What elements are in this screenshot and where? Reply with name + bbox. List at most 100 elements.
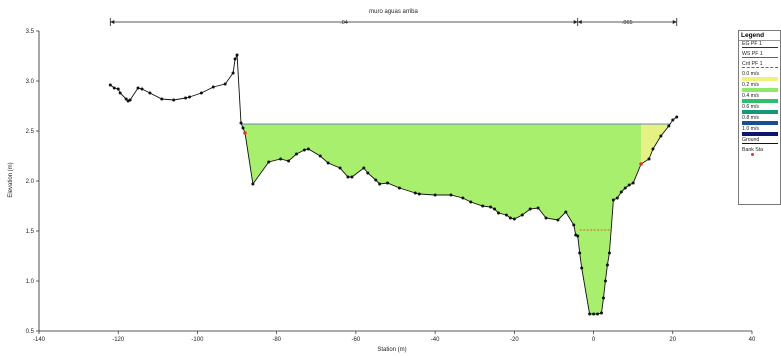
ground-point — [520, 213, 524, 217]
legend-entry-label: 0.6 m/s — [742, 104, 760, 110]
legend-entry-label: Ground — [742, 137, 760, 143]
ground-point — [596, 312, 600, 316]
ground-point — [233, 57, 237, 61]
legend-entries: EG PF 1 WS PF 1 Crit PF 1 0.0 m/s 0.2 m/s 0.4… — [739, 41, 780, 156]
ground-point — [508, 216, 512, 220]
ground-point — [413, 191, 417, 195]
ground-point — [374, 178, 378, 182]
ground-point — [481, 204, 485, 208]
bank-station-point — [243, 131, 247, 135]
main-channel-fill — [241, 124, 642, 314]
ground-point — [378, 182, 382, 186]
ground-point — [306, 147, 310, 151]
legend-swatch — [742, 77, 778, 81]
x-tick-label: -140 — [33, 337, 46, 343]
x-tick-label: -100 — [191, 337, 204, 343]
ground-point — [647, 157, 651, 161]
legend-entry-label: Bank Sta — [742, 147, 764, 153]
ground-point — [651, 147, 655, 151]
legend-swatch — [742, 88, 778, 92]
ground-point — [592, 312, 596, 316]
ground-points — [108, 53, 679, 316]
ground-point — [386, 181, 390, 185]
ground-point — [350, 175, 354, 179]
y-tick-label: 1.0 — [26, 279, 35, 285]
x-tick-label: -80 — [272, 337, 281, 343]
y-tick-label: 0.5 — [26, 329, 35, 335]
flow-areas — [241, 124, 671, 314]
ground-point — [469, 200, 473, 204]
ground-point — [140, 87, 144, 91]
ground-point — [108, 83, 112, 87]
x-tick-label: 0 — [592, 337, 596, 343]
ground-point — [607, 251, 611, 255]
annotation-arrow — [672, 20, 677, 24]
ground-point — [417, 192, 421, 196]
ground-point — [112, 86, 116, 90]
ground-point — [267, 160, 271, 164]
ground-point — [433, 193, 437, 197]
ground-point — [241, 126, 245, 130]
legend-swatch — [742, 110, 778, 114]
ground-point — [611, 198, 615, 202]
ground-point — [528, 207, 532, 211]
x-tick-label: -20 — [510, 337, 519, 343]
ground-point — [239, 121, 243, 125]
ground-point — [493, 207, 497, 211]
x-tick-label: 20 — [669, 337, 676, 343]
ground-point — [188, 95, 192, 99]
legend-entry-label: Crit PF 1 — [742, 61, 763, 67]
ground-point — [251, 182, 255, 186]
ground-point — [326, 161, 330, 165]
ground-point — [172, 98, 176, 102]
ground-point — [576, 234, 580, 238]
legend: Legend EG PF 1 WS PF 1 Crit PF 1 0.0 m/s 0.2… — [738, 30, 781, 205]
ground-point — [615, 196, 619, 200]
ground-point — [556, 218, 560, 222]
ground-point — [148, 91, 152, 95]
ground-point — [623, 186, 627, 190]
ground-point — [603, 279, 607, 283]
ground-point — [536, 206, 540, 210]
ground-point — [449, 193, 453, 197]
legend-entry-label: EG PF 1 — [742, 41, 762, 47]
ground-point — [302, 148, 306, 152]
ground-point — [366, 171, 370, 175]
ground-point — [588, 312, 592, 316]
ground-point — [294, 152, 298, 156]
x-tick-label: -120 — [112, 337, 125, 343]
legend-swatch — [751, 153, 754, 156]
ground-point — [489, 205, 493, 209]
y-tick-label: 3.0 — [26, 79, 35, 85]
y-tick-label: 2.5 — [26, 129, 35, 135]
ground-point — [496, 211, 500, 215]
ground-point — [512, 217, 516, 221]
legend-entry-label: 0.2 m/s — [742, 82, 760, 88]
legend-entry-label: WS PF 1 — [742, 51, 763, 57]
annotation-right-value: .065 — [622, 20, 633, 26]
x-tick-label: -40 — [431, 337, 440, 343]
x-tick-labels: -140 -120 -100 -80 -60 -40 -20 0 20 40 — [33, 337, 756, 343]
ground-point — [675, 115, 679, 119]
annotation-left-value: .04 — [340, 20, 348, 26]
y-tick-label: 3.5 — [26, 29, 35, 35]
y-tick-labels: 0.5 1.0 1.5 2.0 2.5 3.0 3.5 — [26, 29, 35, 335]
legend-title: Legend — [739, 31, 780, 41]
legend-entry-label: 0.4 m/s — [742, 93, 760, 99]
x-tick-label: -60 — [352, 337, 361, 343]
ground-point — [659, 134, 663, 138]
x-axis-label: Station (m) — [377, 347, 406, 353]
legend-swatch — [742, 57, 778, 60]
ground-point — [118, 91, 122, 95]
legend-entry-label: 0.0 m/s — [742, 71, 760, 77]
ground-point — [223, 82, 227, 86]
ground-line — [110, 53, 677, 315]
series-lines — [110, 53, 677, 315]
y-tick-label: 2.0 — [26, 179, 35, 185]
ground-point — [211, 85, 215, 89]
ground-point — [627, 183, 631, 187]
legend-swatch — [742, 47, 778, 50]
ground-point — [461, 196, 465, 200]
ground-point — [504, 213, 508, 217]
